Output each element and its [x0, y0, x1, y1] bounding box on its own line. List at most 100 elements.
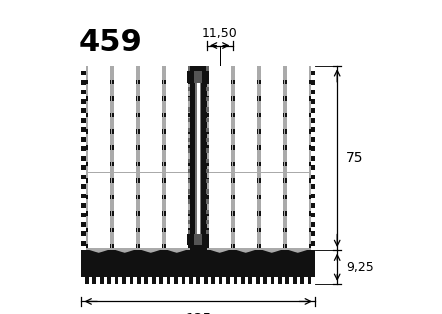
Bar	[190, 66, 207, 250]
Bar	[233, 228, 235, 232]
Bar	[233, 211, 235, 216]
Bar	[188, 87, 191, 91]
Bar	[274, 277, 278, 284]
Bar	[206, 107, 209, 112]
Bar	[215, 277, 219, 284]
Bar	[233, 113, 235, 117]
Bar	[118, 277, 122, 284]
Bar	[138, 113, 140, 117]
Bar	[148, 277, 152, 284]
Bar	[207, 195, 209, 199]
Bar	[206, 117, 209, 122]
Polygon shape	[166, 249, 188, 253]
Bar	[206, 97, 209, 101]
Bar	[162, 162, 164, 166]
Bar	[207, 211, 209, 216]
Bar	[283, 145, 285, 150]
Bar	[206, 128, 209, 132]
Bar	[285, 195, 287, 199]
Bar	[138, 244, 140, 248]
Bar	[81, 277, 85, 284]
Bar	[141, 277, 145, 284]
Bar	[235, 66, 257, 172]
Bar	[309, 244, 311, 248]
Bar	[126, 277, 130, 284]
Bar	[112, 178, 114, 183]
Bar	[188, 220, 191, 224]
Bar	[259, 66, 285, 250]
Bar	[207, 113, 209, 117]
Bar	[202, 72, 209, 83]
Bar	[166, 173, 188, 248]
Bar	[188, 210, 191, 214]
Bar	[257, 228, 259, 232]
Bar	[257, 80, 259, 84]
Bar	[206, 210, 209, 214]
Bar	[188, 228, 190, 232]
Bar	[311, 208, 315, 213]
Bar	[114, 173, 136, 248]
Bar	[138, 129, 140, 133]
Bar	[309, 228, 311, 232]
Bar	[257, 162, 259, 166]
Bar	[164, 145, 166, 150]
Bar	[138, 211, 140, 216]
Bar	[81, 94, 86, 99]
Polygon shape	[140, 249, 162, 253]
Bar	[309, 129, 311, 133]
Bar	[81, 123, 86, 127]
Bar	[112, 244, 114, 248]
Bar	[162, 129, 164, 133]
Bar	[233, 178, 235, 183]
Bar	[233, 195, 235, 199]
Bar	[188, 128, 191, 132]
Bar	[311, 217, 315, 222]
Bar	[206, 241, 209, 245]
Bar	[162, 178, 164, 183]
Bar	[170, 277, 174, 284]
Bar	[311, 160, 315, 165]
Bar	[257, 113, 259, 117]
Bar	[164, 228, 166, 232]
Bar	[188, 80, 190, 84]
Bar	[136, 113, 137, 117]
Bar	[259, 96, 261, 101]
Bar	[81, 236, 86, 241]
Text: 75: 75	[346, 151, 363, 165]
Bar	[257, 129, 259, 133]
Bar	[112, 129, 114, 133]
Bar	[81, 85, 86, 89]
Bar	[311, 85, 315, 89]
Bar	[188, 145, 190, 150]
Bar	[136, 244, 137, 248]
Bar	[188, 66, 191, 71]
Bar	[231, 244, 232, 248]
Bar	[311, 246, 315, 250]
Bar	[188, 159, 191, 163]
Bar	[231, 129, 232, 133]
Bar	[136, 178, 137, 183]
Bar	[283, 178, 285, 183]
Bar	[164, 195, 166, 199]
Bar	[311, 236, 315, 241]
Polygon shape	[287, 249, 309, 253]
Bar	[283, 195, 285, 199]
Bar	[110, 195, 111, 199]
Bar	[261, 173, 283, 248]
Bar	[285, 228, 287, 232]
Bar	[112, 162, 114, 166]
Bar	[285, 96, 287, 101]
Bar	[188, 199, 191, 204]
Bar	[164, 244, 166, 248]
Bar	[232, 66, 259, 250]
Bar	[283, 162, 285, 166]
Bar	[187, 234, 194, 245]
Bar	[285, 145, 287, 150]
Bar	[81, 160, 86, 165]
Bar	[285, 162, 287, 166]
Bar	[207, 96, 209, 101]
Bar	[257, 195, 259, 199]
Bar	[163, 277, 167, 284]
Bar	[285, 129, 287, 133]
Bar	[283, 80, 285, 84]
